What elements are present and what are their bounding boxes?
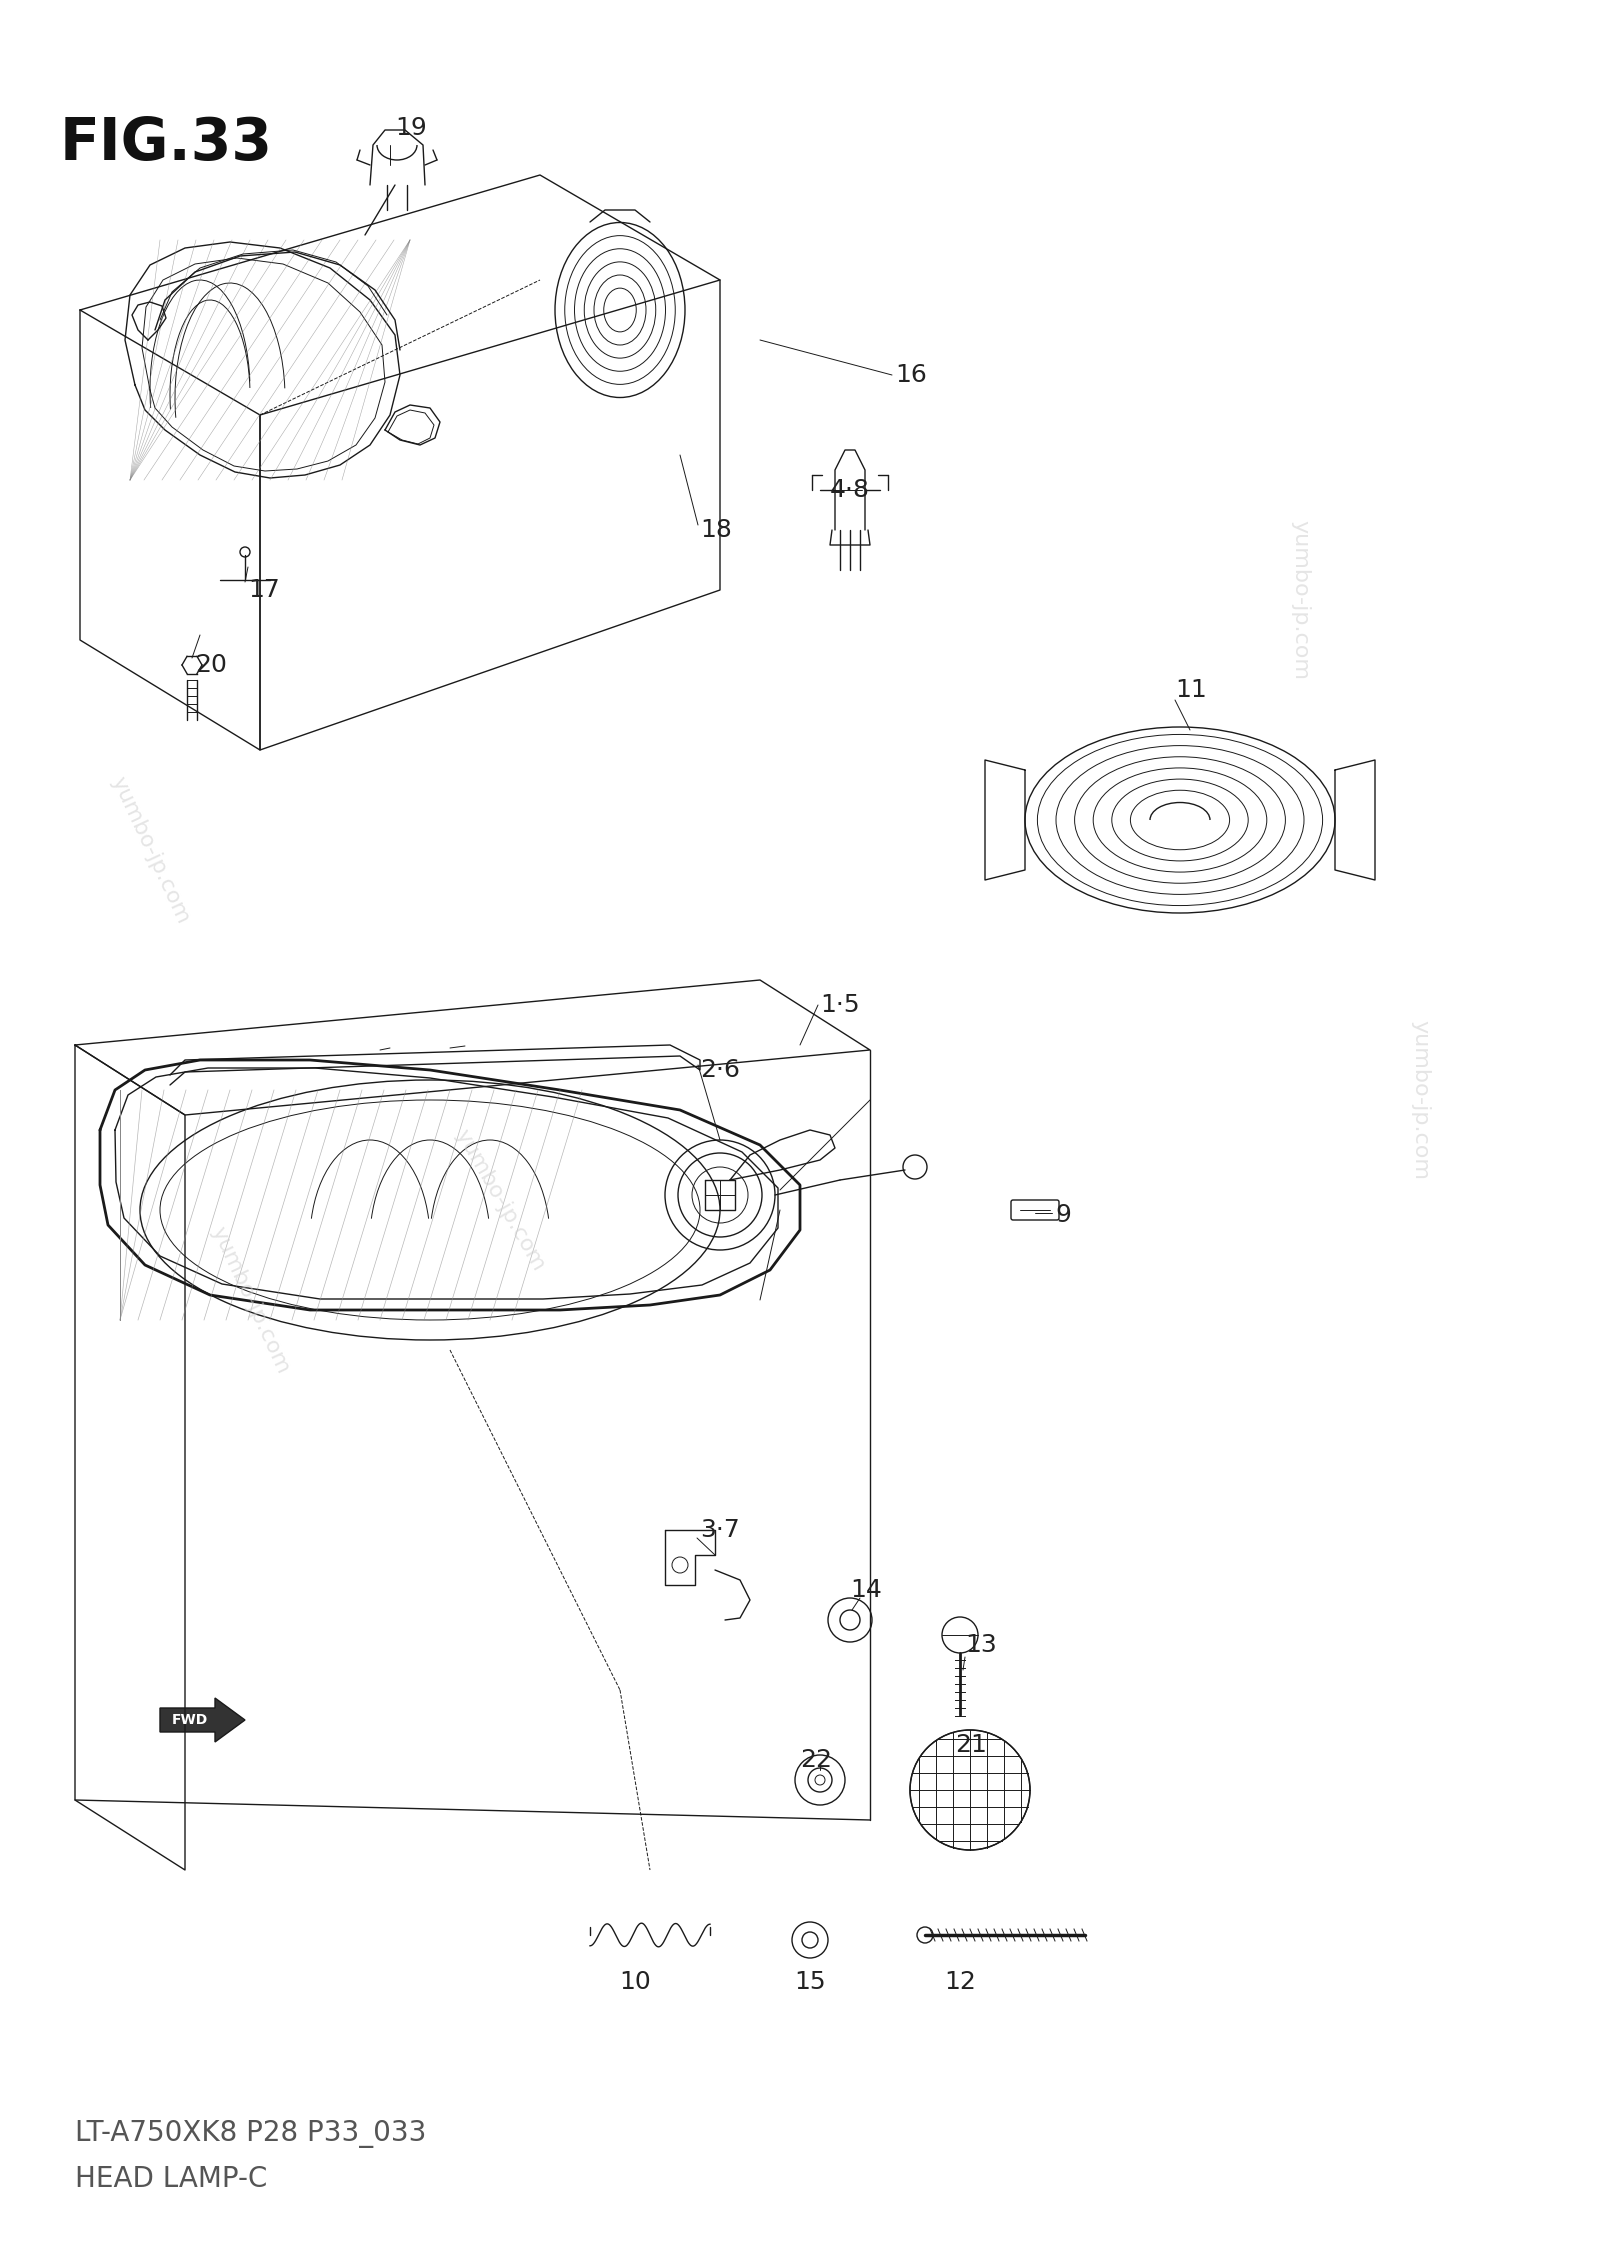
- Text: FWD: FWD: [171, 1713, 208, 1727]
- Text: 14: 14: [850, 1577, 882, 1602]
- Text: 10: 10: [619, 1971, 651, 1994]
- Polygon shape: [160, 1697, 245, 1743]
- Text: 1·5: 1·5: [819, 993, 859, 1016]
- Text: yumbo-jp.com: yumbo-jp.com: [1410, 1021, 1430, 1179]
- Text: 17: 17: [248, 577, 280, 602]
- Text: HEAD LAMP-C: HEAD LAMP-C: [75, 2166, 267, 2193]
- Text: 20: 20: [195, 654, 227, 677]
- Text: 9: 9: [1054, 1204, 1070, 1227]
- Text: 11: 11: [1174, 679, 1206, 702]
- Text: 22: 22: [800, 1747, 832, 1772]
- Text: 18: 18: [701, 518, 731, 543]
- Text: yumbo-jp.com: yumbo-jp.com: [206, 1224, 293, 1376]
- Text: 19: 19: [395, 115, 427, 140]
- Text: 16: 16: [894, 362, 926, 387]
- Text: 12: 12: [944, 1971, 976, 1994]
- Text: 3·7: 3·7: [701, 1518, 739, 1541]
- Text: 2·6: 2·6: [701, 1059, 739, 1082]
- Text: 21: 21: [955, 1733, 987, 1756]
- Text: 15: 15: [794, 1971, 826, 1994]
- Text: yumbo-jp.com: yumbo-jp.com: [451, 1125, 549, 1274]
- Text: yumbo-jp.com: yumbo-jp.com: [107, 774, 194, 928]
- Text: LT-A750XK8 P28 P33_033: LT-A750XK8 P28 P33_033: [75, 2120, 426, 2148]
- FancyBboxPatch shape: [1011, 1199, 1059, 1220]
- Text: 4·8: 4·8: [830, 477, 870, 502]
- Text: 13: 13: [965, 1634, 997, 1657]
- Text: FIG.33: FIG.33: [61, 115, 274, 172]
- Text: yumbo-jp.com: yumbo-jp.com: [1290, 520, 1310, 679]
